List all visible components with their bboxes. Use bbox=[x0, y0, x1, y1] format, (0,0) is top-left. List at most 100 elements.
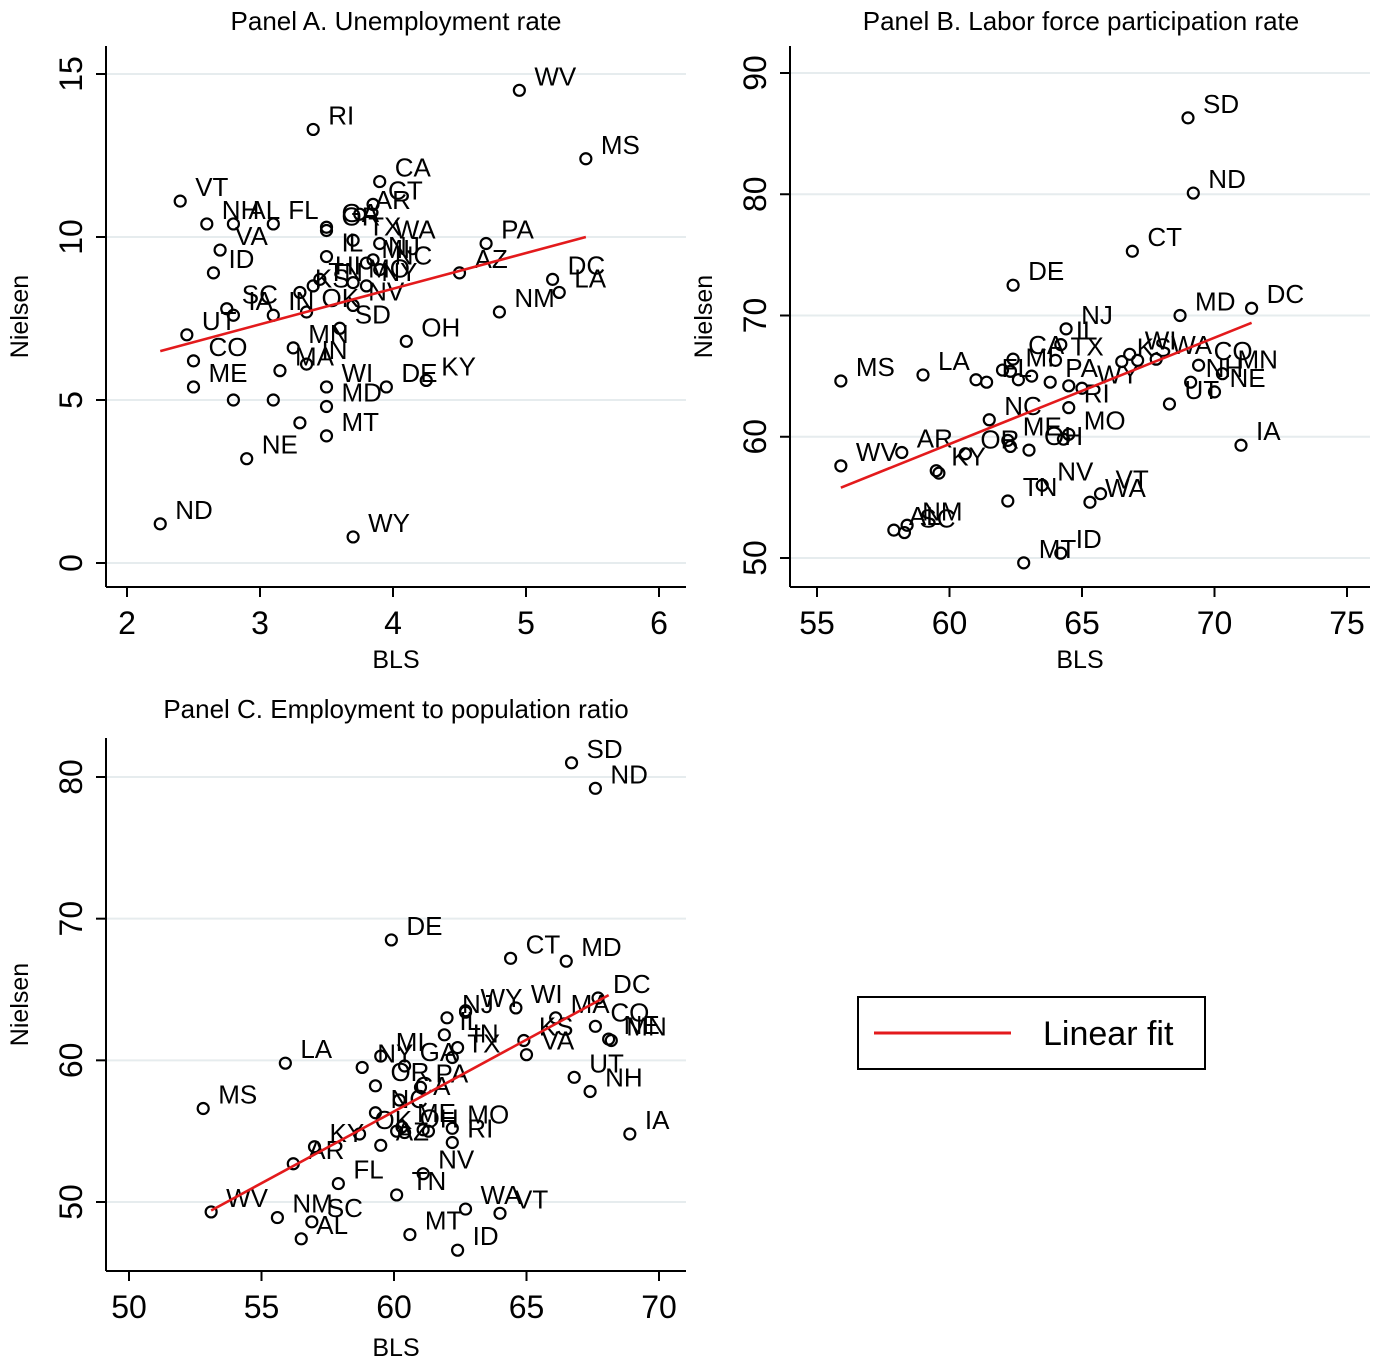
point-label: UT bbox=[202, 306, 237, 336]
point-label: MN bbox=[626, 1012, 666, 1042]
point-label: IA bbox=[645, 1105, 670, 1135]
legend-label: Linear fit bbox=[1043, 1015, 1174, 1053]
panel-a: Panel A. Unemployment rate 0 5 10 15 2 3 4 5 6 BLS… bbox=[6, 6, 686, 674]
x-tick-label: 65 bbox=[509, 1289, 545, 1325]
data-point bbox=[398, 1125, 412, 1140]
point-label: NM bbox=[922, 496, 962, 526]
data-point bbox=[226, 393, 240, 407]
point-label: WA bbox=[481, 1180, 523, 1210]
point-label: CA bbox=[395, 153, 432, 183]
data-point bbox=[1181, 111, 1195, 125]
data-point bbox=[929, 464, 943, 478]
data-point bbox=[306, 122, 320, 137]
point-label: OH bbox=[421, 312, 460, 342]
point-label: DC bbox=[613, 969, 651, 999]
data-point bbox=[379, 380, 393, 394]
x-axis-label: BLS bbox=[372, 1334, 419, 1362]
data-point bbox=[294, 1232, 308, 1246]
x-tick-label: 50 bbox=[111, 1289, 147, 1325]
point-label: FL bbox=[353, 1155, 383, 1185]
data-point bbox=[1125, 244, 1139, 258]
point-label: WA bbox=[395, 215, 437, 245]
data-point bbox=[1173, 308, 1187, 323]
data-point bbox=[1056, 432, 1071, 446]
data-point bbox=[1093, 487, 1108, 501]
data-point bbox=[333, 321, 347, 335]
data-point bbox=[240, 452, 254, 466]
point-label: RI bbox=[328, 100, 354, 130]
point-label: OR bbox=[390, 1057, 429, 1087]
point-label: NJ bbox=[1081, 300, 1113, 330]
point-label: WI bbox=[1145, 325, 1177, 355]
data-point bbox=[445, 1050, 459, 1065]
data-point bbox=[373, 263, 387, 277]
data-point bbox=[982, 413, 996, 427]
data-point bbox=[204, 1205, 218, 1219]
data-point bbox=[403, 1227, 417, 1242]
point-label: DC bbox=[568, 250, 606, 280]
data-point bbox=[887, 523, 901, 537]
data-point bbox=[346, 233, 360, 247]
data-point bbox=[416, 1123, 430, 1137]
point-label: NH bbox=[605, 1063, 643, 1093]
data-point bbox=[1043, 375, 1057, 389]
data-point bbox=[440, 1011, 454, 1025]
point-label: CT bbox=[1147, 222, 1182, 252]
point-label: WI bbox=[342, 358, 374, 388]
y-tick-label: 80 bbox=[53, 759, 89, 795]
point-label: AL bbox=[316, 1210, 348, 1240]
point-label: KY bbox=[951, 442, 986, 472]
data-point bbox=[390, 1124, 404, 1138]
y-tick-label: 60 bbox=[737, 419, 773, 455]
data-point bbox=[266, 393, 280, 407]
point-label: ME bbox=[209, 358, 248, 388]
point-label: LA bbox=[938, 346, 970, 376]
data-point bbox=[398, 1059, 412, 1073]
y-axis-label: Nielsen bbox=[690, 275, 718, 358]
point-label: WI bbox=[531, 979, 563, 1009]
point-label: NV bbox=[438, 1145, 475, 1175]
point-label: DE bbox=[401, 358, 437, 388]
point-label: ID bbox=[473, 1221, 499, 1251]
point-label: WV bbox=[856, 437, 899, 467]
point-label: RI bbox=[1084, 379, 1110, 409]
point-label: IN bbox=[322, 335, 348, 365]
point-label: IA bbox=[1256, 416, 1281, 446]
point-label: OH bbox=[420, 1104, 459, 1134]
panel-title: Panel C. Employment to population ratio bbox=[163, 694, 628, 724]
point-label: CO bbox=[1214, 336, 1253, 366]
point-label: SC bbox=[242, 280, 278, 310]
data-point bbox=[1184, 375, 1198, 389]
point-label: MO bbox=[1084, 405, 1126, 435]
point-label: MT bbox=[342, 407, 380, 437]
data-point bbox=[273, 364, 287, 378]
data-point bbox=[266, 217, 280, 231]
point-label: TX bbox=[1071, 331, 1104, 361]
x-tick-label: 4 bbox=[384, 605, 402, 641]
y-tick-label: 0 bbox=[53, 554, 89, 572]
data-point bbox=[368, 1079, 383, 1093]
point-label: WY bbox=[1097, 359, 1139, 389]
fit-line bbox=[840, 321, 1253, 489]
data-point bbox=[346, 530, 360, 544]
data-point bbox=[416, 1167, 430, 1181]
data-point bbox=[373, 174, 387, 189]
point-label: WY bbox=[368, 508, 410, 538]
data-point bbox=[895, 445, 909, 460]
x-tick-label: 6 bbox=[650, 605, 668, 641]
data-point bbox=[226, 217, 240, 231]
data-point bbox=[390, 1188, 404, 1202]
point-label: VA bbox=[542, 1026, 575, 1056]
data-point bbox=[1215, 367, 1230, 381]
point-label: MS bbox=[856, 352, 895, 382]
data-point bbox=[1191, 358, 1206, 372]
data-point bbox=[492, 305, 506, 319]
data-point bbox=[359, 279, 373, 293]
point-label: WA bbox=[1171, 330, 1213, 360]
point-label: MO bbox=[368, 254, 410, 284]
data-point bbox=[319, 399, 334, 414]
data-point bbox=[519, 1048, 534, 1062]
data-point bbox=[419, 373, 433, 388]
point-label: AL bbox=[909, 501, 941, 531]
